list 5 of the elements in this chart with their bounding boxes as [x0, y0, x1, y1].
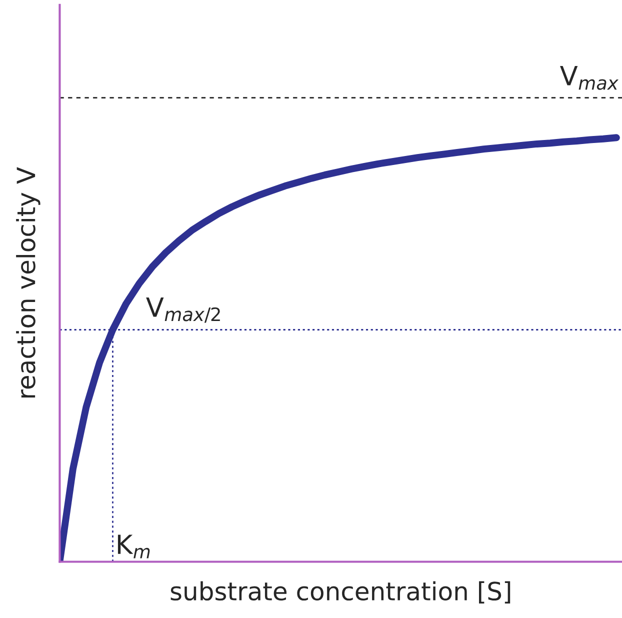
- x-axis-title: substrate concentration [S]: [170, 581, 510, 604]
- annotation: K$_{m}$: [118, 534, 150, 558]
- ref-line-label: V$_{max/2}$: [146, 297, 220, 323]
- ref-line-label: V$_{max}$: [560, 66, 619, 90]
- y-axis-title: reaction velocity V: [16, 167, 40, 398]
